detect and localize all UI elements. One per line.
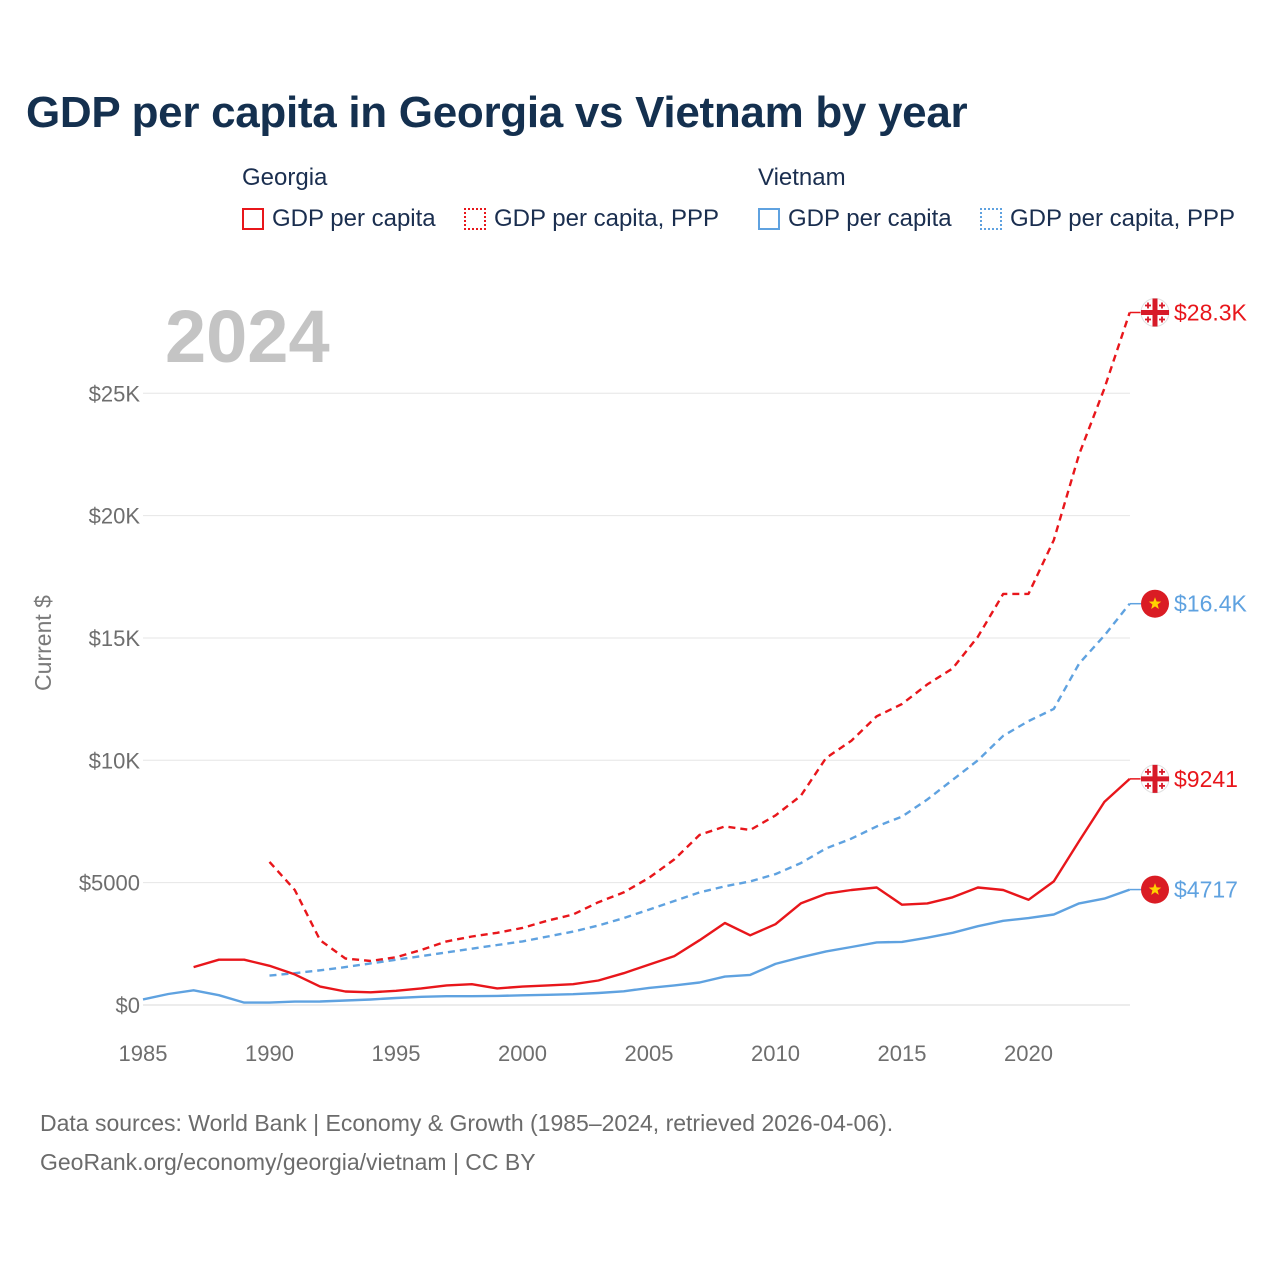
x-tick-label: 2010 xyxy=(751,1041,800,1066)
dotted-line-swatch-icon xyxy=(464,208,486,230)
legend-item-georgia-ppp[interactable]: GDP per capita, PPP xyxy=(464,205,719,233)
dotted-line-swatch-icon xyxy=(980,208,1002,230)
legend-label: GDP per capita xyxy=(788,205,952,232)
footer-url: GeoRank.org/economy/georgia/vietnam | CC… xyxy=(40,1149,536,1175)
legend-label: GDP per capita, PPP xyxy=(1010,205,1235,232)
y-tick-label: $10K xyxy=(89,748,141,773)
chart-title: GDP per capita in Georgia vs Vietnam by … xyxy=(26,88,968,137)
x-tick-label: 2005 xyxy=(625,1041,674,1066)
y-axis-label: Current $ xyxy=(30,595,56,691)
end-value-label: $16.4K xyxy=(1174,591,1248,617)
x-tick-label: 1985 xyxy=(119,1041,168,1066)
x-tick-label: 1995 xyxy=(372,1041,421,1066)
series-line[interactable] xyxy=(269,602,1131,977)
series-line[interactable] xyxy=(268,312,1131,963)
end-value-label: $9241 xyxy=(1174,766,1238,792)
x-tick-label: 2015 xyxy=(878,1041,927,1066)
legend-group-vietnam: Vietnam xyxy=(758,164,846,191)
legend-label: GDP per capita xyxy=(272,205,436,232)
vietnam-flag-icon xyxy=(1141,875,1169,904)
end-value-label: $28.3K xyxy=(1174,299,1248,325)
legend-item-vietnam-ppp[interactable]: GDP per capita, PPP xyxy=(980,205,1235,233)
solid-line-swatch-icon xyxy=(758,208,780,230)
solid-line-swatch-icon xyxy=(242,208,264,230)
end-value-label: $4717 xyxy=(1174,877,1238,903)
x-tick-label: 1990 xyxy=(245,1041,294,1066)
georgia-flag-icon xyxy=(1140,297,1170,327)
y-tick-label: $20K xyxy=(89,504,141,529)
vietnam-flag-icon xyxy=(1141,589,1169,618)
year-overlay: 2024 xyxy=(165,295,330,378)
series-line[interactable] xyxy=(193,778,1131,994)
legend-item-vietnam-gdp[interactable]: GDP per capita xyxy=(758,205,952,233)
y-tick-label: $5000 xyxy=(79,871,140,896)
legend-label: GDP per capita, PPP xyxy=(494,205,719,232)
y-tick-label: $25K xyxy=(89,381,141,406)
legend-item-georgia-gdp[interactable]: GDP per capita xyxy=(242,205,436,233)
x-tick-label: 2000 xyxy=(498,1041,547,1066)
footer-sources: Data sources: World Bank | Economy & Gro… xyxy=(40,1110,894,1136)
y-tick-label: $15K xyxy=(89,626,141,651)
y-tick-label: $0 xyxy=(116,993,140,1018)
series-line[interactable] xyxy=(142,888,1131,1004)
x-tick-label: 2020 xyxy=(1004,1041,1053,1066)
georgia-flag-icon xyxy=(1140,764,1170,794)
legend-group-georgia: Georgia xyxy=(242,164,328,191)
